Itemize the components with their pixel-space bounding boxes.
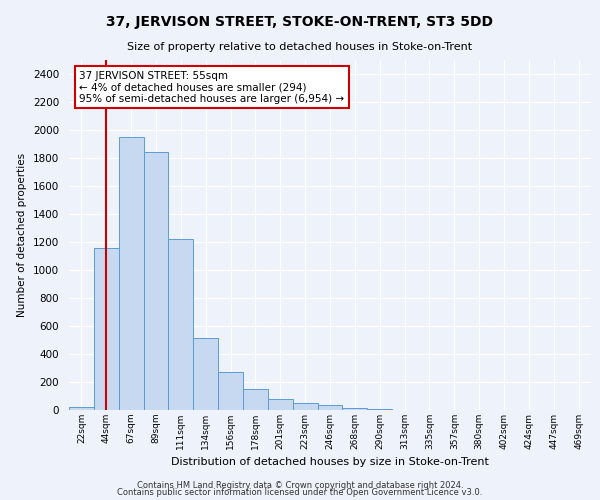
Bar <box>343 408 367 410</box>
Y-axis label: Number of detached properties: Number of detached properties <box>17 153 28 317</box>
Text: 37 JERVISON STREET: 55sqm
← 4% of detached houses are smaller (294)
95% of semi-: 37 JERVISON STREET: 55sqm ← 4% of detach… <box>79 70 344 104</box>
Text: Size of property relative to detached houses in Stoke-on-Trent: Size of property relative to detached ho… <box>127 42 473 52</box>
Bar <box>119 137 143 410</box>
Bar <box>367 409 392 410</box>
Bar <box>243 389 268 410</box>
Text: 37, JERVISON STREET, STOKE-ON-TRENT, ST3 5DD: 37, JERVISON STREET, STOKE-ON-TRENT, ST3… <box>107 15 493 29</box>
Text: Contains public sector information licensed under the Open Government Licence v3: Contains public sector information licen… <box>118 488 482 497</box>
Bar <box>169 238 193 410</box>
Bar <box>268 399 293 410</box>
Bar <box>94 248 119 410</box>
Bar <box>218 372 243 410</box>
Bar <box>143 152 169 410</box>
Bar <box>193 338 218 410</box>
Text: Contains HM Land Registry data © Crown copyright and database right 2024.: Contains HM Land Registry data © Crown c… <box>137 480 463 490</box>
X-axis label: Distribution of detached houses by size in Stoke-on-Trent: Distribution of detached houses by size … <box>171 458 489 468</box>
Bar <box>293 402 317 410</box>
Bar <box>317 404 343 410</box>
Bar <box>69 406 94 410</box>
